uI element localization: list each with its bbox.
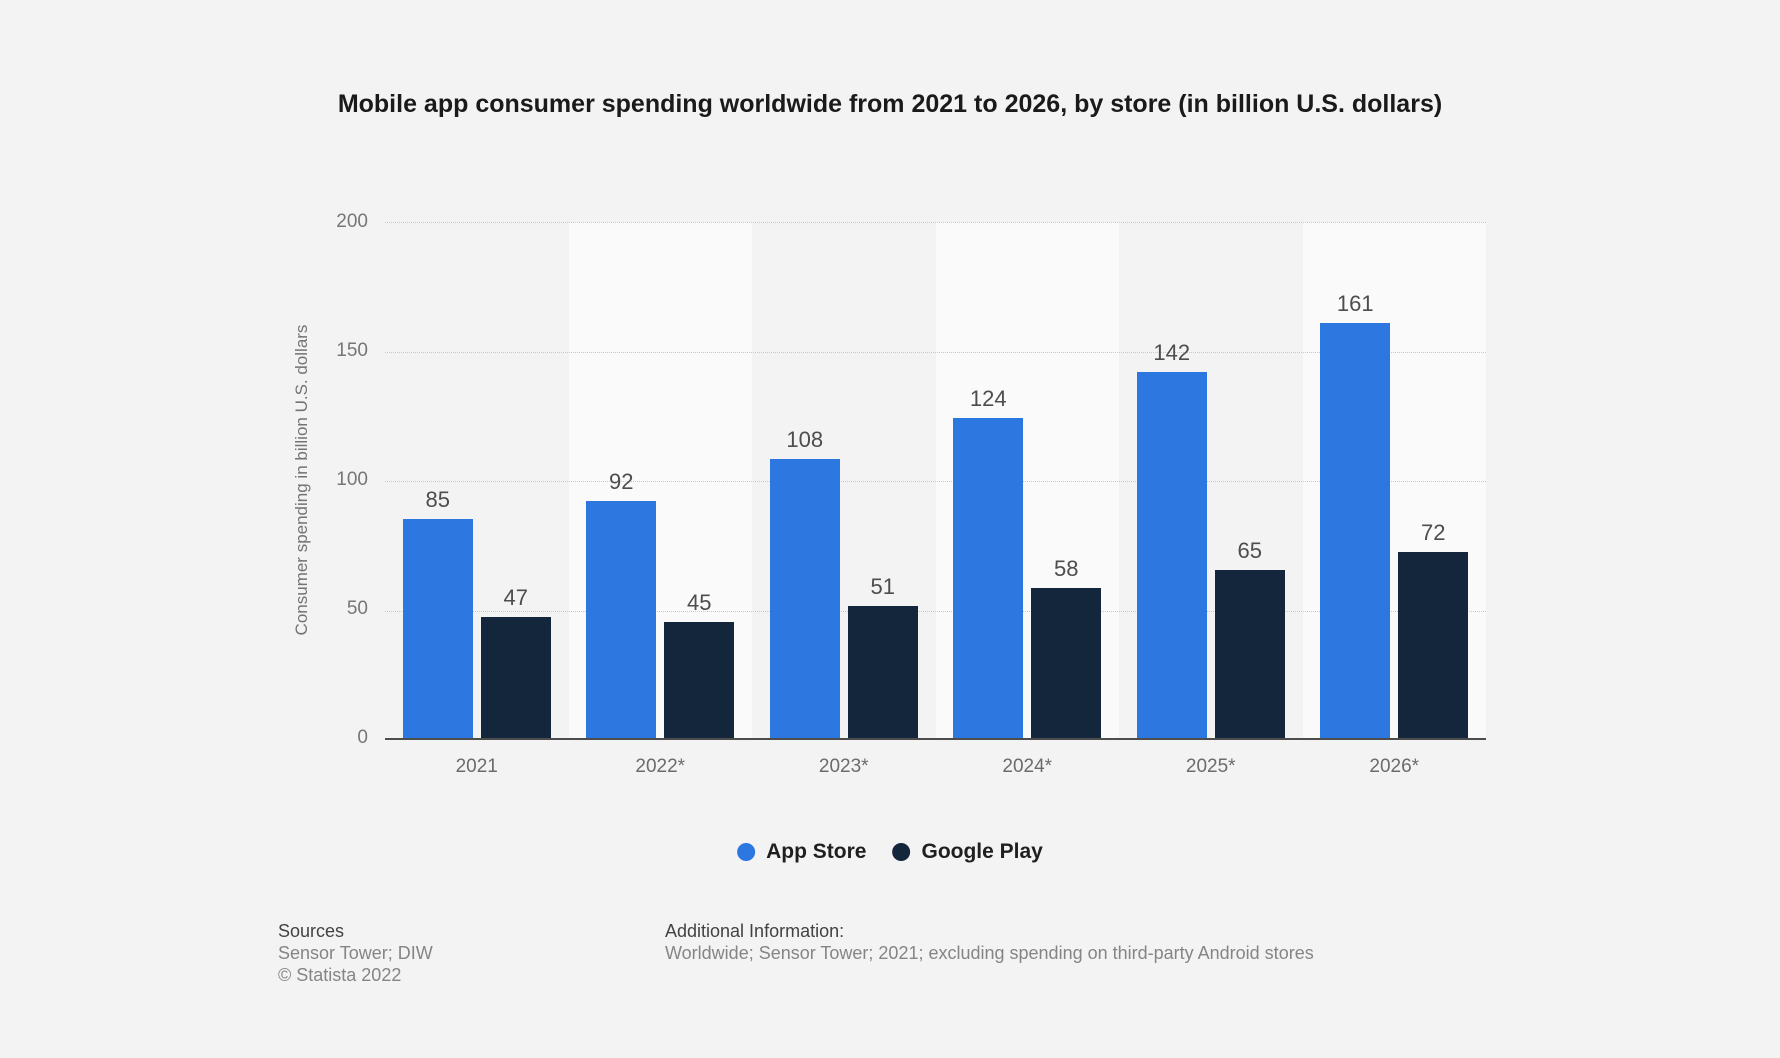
bar-google-play-2024*: 58 [1031, 556, 1102, 738]
x-label-2021: 2021 [455, 756, 498, 777]
value-label: 65 [1237, 538, 1262, 564]
value-label: 45 [687, 589, 712, 615]
x-label-2022*: 2022* [635, 756, 686, 777]
bars-layer: 85 47 92 45 108 51 124 58 142 65 161 72 [385, 222, 1486, 738]
value-label: 142 [1153, 339, 1191, 365]
y-tick-100: 100 [336, 469, 368, 490]
legend: App Store Google Play [737, 840, 1043, 864]
legend-dot-icon [892, 843, 911, 861]
sources-line: Sensor Tower; DIW [278, 943, 433, 963]
value-label: 51 [870, 574, 895, 600]
value-label: 161 [1336, 290, 1374, 316]
gridline-200 [385, 222, 1486, 223]
plot-area: 85 47 92 45 108 51 124 58 142 65 161 72 [385, 222, 1486, 740]
x-axis-labels: 2021 2022* 2023* 2024* 2025* 2026* [385, 756, 1486, 780]
additional-information-label: Additional Information: [665, 921, 845, 941]
bar-google-play-2026*: 72 [1398, 520, 1469, 738]
bar-google-play-2022*: 45 [664, 590, 735, 738]
value-label: 108 [786, 427, 824, 453]
gridline-50 [385, 610, 1486, 612]
x-label-2023*: 2023* [818, 756, 869, 777]
y-tick-150: 150 [336, 340, 368, 361]
value-label: 47 [503, 584, 528, 610]
bar-app-store-2025*: 142 [1136, 340, 1207, 738]
y-axis-ticks: 0 50 100 150 200 [0, 211, 368, 748]
y-tick-200: 200 [336, 211, 368, 232]
chart-title: Mobile app consumer spending worldwide f… [337, 90, 1443, 118]
bar-app-store-2023*: 108 [769, 427, 840, 738]
bar-app-store-2022*: 92 [586, 469, 657, 738]
bar-app-store-2021: 85 [402, 487, 473, 738]
value-label: 85 [425, 486, 450, 512]
legend-dot-icon [737, 843, 756, 861]
sources-block: Sources Sensor Tower; DIW © Statista 202… [278, 920, 433, 986]
x-axis-line [385, 738, 1486, 740]
value-label: 92 [609, 468, 634, 494]
bar-google-play-2021: 47 [480, 585, 551, 738]
additional-information-block: Additional Information: Worldwide; Senso… [665, 920, 1314, 964]
x-label-2024*: 2024* [1002, 756, 1053, 777]
legend-item-google-play: Google Play [892, 840, 1043, 864]
sources-label: Sources [278, 921, 345, 941]
additional-information-line: Worldwide; Sensor Tower; 2021; excluding… [665, 943, 1314, 963]
value-label: 72 [1421, 520, 1446, 546]
gridline-150 [385, 351, 1486, 353]
bar-group-2024*: 124 58 [953, 222, 1102, 738]
bar-group-2021: 85 47 [402, 222, 551, 738]
legend-label: Google Play [921, 840, 1043, 863]
y-tick-50: 50 [346, 598, 368, 619]
bar-google-play-2023*: 51 [847, 574, 918, 738]
value-label: 124 [969, 386, 1007, 412]
bar-google-play-2025*: 65 [1214, 538, 1285, 738]
bar-group-2022*: 92 45 [586, 222, 735, 738]
bar-group-2025*: 142 65 [1136, 222, 1285, 738]
copyright-line: © Statista 2022 [278, 965, 402, 985]
bar-group-2026*: 161 72 [1320, 222, 1469, 738]
gridline-100 [385, 481, 1486, 482]
x-label-2026*: 2026* [1369, 756, 1420, 777]
bar-app-store-2024*: 124 [953, 386, 1024, 738]
bar-group-2023*: 108 51 [769, 222, 918, 738]
legend-item-app-store: App Store [737, 840, 866, 864]
bar-app-store-2026*: 161 [1320, 291, 1391, 738]
value-label: 58 [1054, 556, 1079, 582]
x-label-2025*: 2025* [1185, 756, 1236, 777]
y-tick-0: 0 [357, 727, 368, 748]
legend-label: App Store [766, 840, 867, 863]
